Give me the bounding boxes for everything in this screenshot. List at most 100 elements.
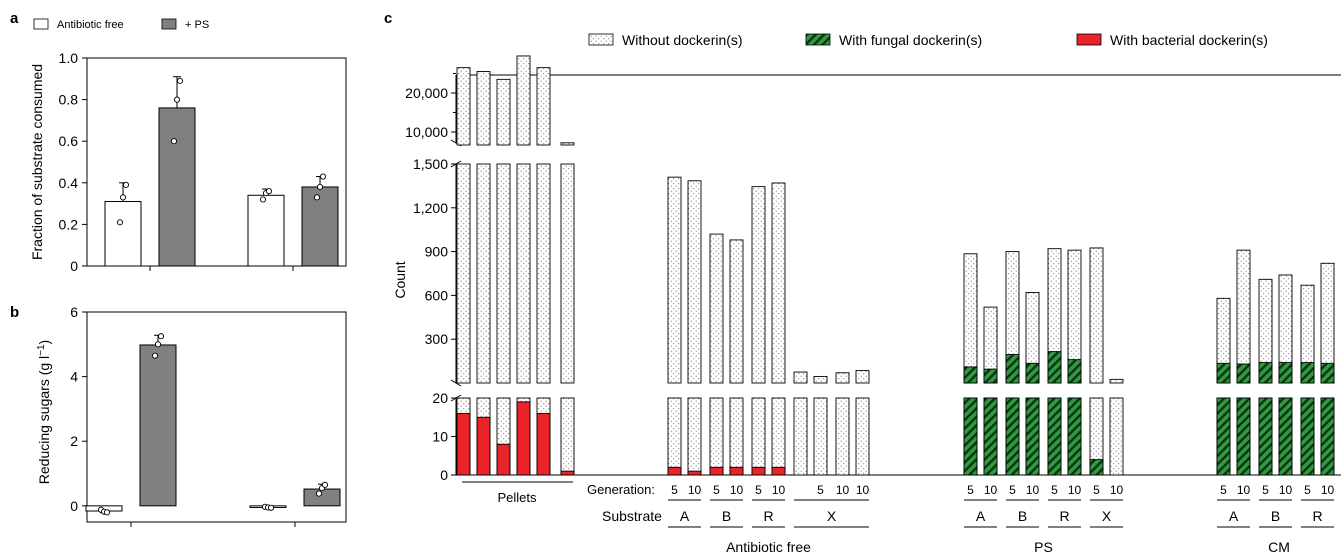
legend-label-plus-ps: + PS [185, 19, 209, 31]
y-tick-label: 300 [425, 331, 449, 347]
data-point [316, 183, 324, 191]
bar-middle-segment [709, 233, 724, 384]
y-tick-label: 0 [70, 498, 78, 514]
bar-middle-segment [771, 182, 786, 384]
generation-label: 10 [1068, 483, 1082, 497]
legend-c: Without dockerin(s) With fungal dockerin… [588, 32, 1268, 48]
bar-upper-segment [536, 67, 551, 146]
bar-middle-segment [963, 253, 978, 384]
bar-fungal-middle [1258, 362, 1273, 384]
substrate-label: B [1018, 508, 1027, 524]
generation-label: 10 [730, 483, 744, 497]
y-tick-label: 0 [70, 258, 78, 274]
substrate-label: B [722, 508, 731, 524]
bar-fungal-middle [1278, 362, 1293, 384]
bar-fungal-lower [1025, 397, 1040, 476]
y-tick-label: 10,000 [405, 124, 448, 140]
data-point [173, 96, 181, 103]
bar-fungal-middle [1047, 351, 1062, 384]
y-tick-label: 20,000 [405, 85, 448, 101]
substrate-label: A [976, 508, 986, 524]
generation-label: 5 [1009, 483, 1016, 497]
data-point [170, 138, 178, 145]
bar-middle-segment [1089, 247, 1104, 384]
bar-lower-segment [771, 397, 786, 476]
bar-middle-segment [855, 370, 870, 384]
bar-middle-segment [1236, 249, 1251, 384]
data-point [265, 188, 273, 195]
data-point [321, 481, 329, 488]
treatment-label: Antibiotic free [726, 539, 811, 553]
y-tick-label: 2 [70, 433, 78, 449]
bar-bacterial-lower [560, 470, 575, 476]
data-point [116, 219, 124, 226]
y-tick-label: 0.4 [59, 175, 79, 191]
bar [301, 186, 339, 267]
bar [303, 488, 341, 507]
data-point [259, 196, 267, 203]
generation-label: 10 [1237, 483, 1251, 497]
bar-lower-segment [855, 397, 870, 476]
generation-label: 10 [856, 483, 870, 497]
data-point [315, 490, 323, 497]
y-axis-label: Fraction of substrate consumed [29, 64, 45, 260]
legend-label-bacterial-dockerin: With bacterial dockerin(s) [1110, 32, 1268, 48]
bar-middle-segment [667, 176, 682, 384]
y-tick-label: 10 [432, 429, 448, 445]
generation-label: 10 [1279, 483, 1293, 497]
bar-lower-segment [729, 397, 744, 476]
y-tick-label: 6 [70, 304, 78, 320]
bar-middle-segment [835, 372, 850, 384]
bar-bacterial-lower [667, 466, 682, 476]
legend-swatch-fungal-dockerin [805, 33, 831, 46]
bar-fungal-middle [983, 368, 998, 384]
panel-letter-a: a [10, 10, 19, 27]
y-tick-label: 900 [425, 244, 449, 260]
y-tick-label: 1.0 [59, 50, 79, 66]
substrate-label: A [680, 508, 690, 524]
legend-swatch-plus-ps [161, 18, 177, 30]
generation-label: 5 [817, 483, 824, 497]
bar-upper-segment [456, 67, 471, 146]
panel-letter-c: c [384, 10, 392, 27]
bar-fungal-lower [1005, 397, 1020, 476]
bar-fungal-middle [1067, 359, 1082, 384]
bar-fungal-lower [983, 397, 998, 476]
bar-middle-segment [687, 180, 702, 384]
bar-middle-segment [793, 371, 808, 384]
panel-letter-b: b [10, 304, 19, 321]
bar-middle-segment [1109, 378, 1124, 384]
bar-bacterial-lower [476, 416, 491, 476]
generation-label: 5 [755, 483, 762, 497]
substrate-label: R [763, 508, 773, 524]
bar-middle-segment [813, 375, 828, 384]
plot-frame [86, 57, 347, 267]
bar-lower-segment [813, 397, 828, 476]
generation-label: 5 [713, 483, 720, 497]
treatment-label: CM [1268, 539, 1290, 553]
substrate-label: X [827, 508, 837, 524]
bar-fungal-middle [1236, 363, 1251, 384]
bar [158, 107, 196, 267]
bar-fungal-lower [1067, 397, 1082, 476]
y-tick-label: 0 [440, 467, 448, 483]
y-tick-label: 1,500 [413, 156, 448, 172]
bar-lower-segment [751, 397, 766, 476]
data-point [319, 173, 327, 180]
substrate-label: R [1312, 508, 1322, 524]
data-point [154, 341, 162, 348]
bar [247, 194, 285, 267]
bar-lower-segment [560, 397, 575, 476]
bar-middle-segment [476, 163, 491, 384]
substrate-label: R [1059, 508, 1069, 524]
y-tick-label: 20 [432, 390, 448, 406]
bar-middle-segment [751, 186, 766, 384]
bar-lower-segment [835, 397, 850, 476]
bar-lower-segment [709, 397, 724, 476]
legend-ab: Antibiotic free + PS [33, 18, 209, 31]
y-tick-label: 0.2 [59, 216, 79, 232]
generation-label: 5 [1093, 483, 1100, 497]
data-point [122, 181, 130, 188]
bar-fungal-lower [1216, 397, 1231, 476]
data-point [103, 509, 111, 516]
